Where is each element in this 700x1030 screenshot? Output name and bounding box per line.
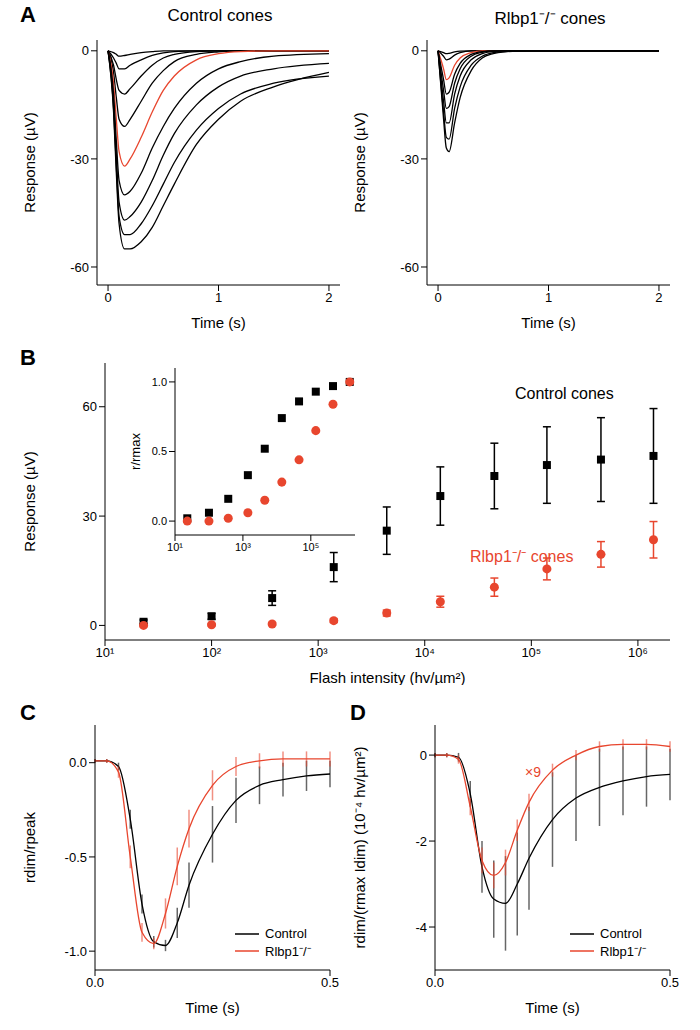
- svg-text:2: 2: [655, 290, 662, 305]
- svg-text:Response (µV): Response (µV): [351, 112, 368, 212]
- html-text:Control cones: Control cones: [167, 6, 273, 25]
- svg-text:10¹: 10¹: [96, 645, 115, 660]
- html-text:×9: ×9: [525, 764, 541, 780]
- svg-text:-30: -30: [70, 152, 89, 167]
- svg-text:10²: 10²: [202, 645, 221, 660]
- html-text:Control cones: Control cones: [515, 385, 614, 402]
- svg-text:0.5: 0.5: [661, 975, 679, 990]
- html-text:Rlbp1⁻/⁻ cones: Rlbp1⁻/⁻ cones: [494, 9, 606, 28]
- html-text:D: D: [350, 700, 366, 725]
- svg-text:10¹: 10¹: [167, 541, 183, 553]
- svg-text:0.0: 0.0: [86, 975, 104, 990]
- svg-text:0: 0: [434, 290, 441, 305]
- html-text:Rlbp1⁻/⁻: Rlbp1⁻/⁻: [265, 943, 311, 959]
- svg-text:1: 1: [215, 290, 222, 305]
- svg-text:-30: -30: [400, 152, 419, 167]
- svg-text:60: 60: [83, 399, 97, 414]
- svg-text:rdim/rpeak: rdim/rpeak: [21, 812, 38, 883]
- html-text:Rlbp1⁻/⁻: Rlbp1⁻/⁻: [600, 943, 646, 959]
- svg-text:Time (s): Time (s): [521, 314, 575, 331]
- svg-text:10⁴: 10⁴: [415, 645, 435, 660]
- svg-text:-2: -2: [415, 834, 427, 849]
- svg-text:-60: -60: [70, 260, 89, 275]
- svg-text:2: 2: [325, 290, 332, 305]
- svg-text:0: 0: [104, 290, 111, 305]
- svg-text:r/rmax: r/rmax: [128, 433, 143, 470]
- svg-text:-60: -60: [400, 260, 419, 275]
- svg-text:Response (µV): Response (µV): [21, 451, 38, 551]
- svg-text:Response (µV): Response (µV): [21, 112, 38, 212]
- html-text:C: C: [20, 700, 36, 725]
- html-text:Control: Control: [265, 926, 307, 941]
- svg-text:rdim/(rmax Idim) (10⁻⁴ hv/µm²): rdim/(rmax Idim) (10⁻⁴ hv/µm²): [351, 747, 368, 949]
- svg-text:Time (s): Time (s): [525, 999, 579, 1016]
- html-text:A: A: [20, 2, 36, 27]
- svg-text:-1.0: -1.0: [65, 944, 87, 959]
- svg-text:Flash intensity (hv/µm²): Flash intensity (hv/µm²): [309, 669, 465, 685]
- svg-text:Time (s): Time (s): [191, 314, 245, 331]
- svg-text:10⁵: 10⁵: [302, 541, 319, 553]
- svg-text:0.0: 0.0: [426, 975, 444, 990]
- svg-text:0.0: 0.0: [152, 515, 167, 527]
- svg-text:10⁵: 10⁵: [521, 645, 541, 660]
- svg-text:0.5: 0.5: [321, 975, 339, 990]
- svg-text:0: 0: [420, 748, 427, 763]
- svg-text:1.0: 1.0: [152, 376, 167, 388]
- svg-text:10³: 10³: [309, 645, 328, 660]
- svg-text:10⁶: 10⁶: [628, 645, 648, 660]
- html-text:Rlbp1⁻/⁻ cones: Rlbp1⁻/⁻ cones: [470, 548, 574, 565]
- svg-text:0: 0: [90, 618, 97, 633]
- svg-text:10³: 10³: [235, 541, 251, 553]
- svg-text:-4: -4: [415, 920, 427, 935]
- svg-text:1: 1: [545, 290, 552, 305]
- html-text:Control: Control: [600, 926, 642, 941]
- svg-text:0: 0: [82, 43, 89, 58]
- svg-text:0.0: 0.0: [69, 755, 87, 770]
- svg-text:30: 30: [83, 509, 97, 524]
- svg-text:-0.5: -0.5: [65, 850, 87, 865]
- svg-text:0: 0: [412, 43, 419, 58]
- svg-text:0.5: 0.5: [152, 445, 167, 457]
- svg-text:Time (s): Time (s): [185, 999, 239, 1016]
- html-text:B: B: [20, 345, 36, 370]
